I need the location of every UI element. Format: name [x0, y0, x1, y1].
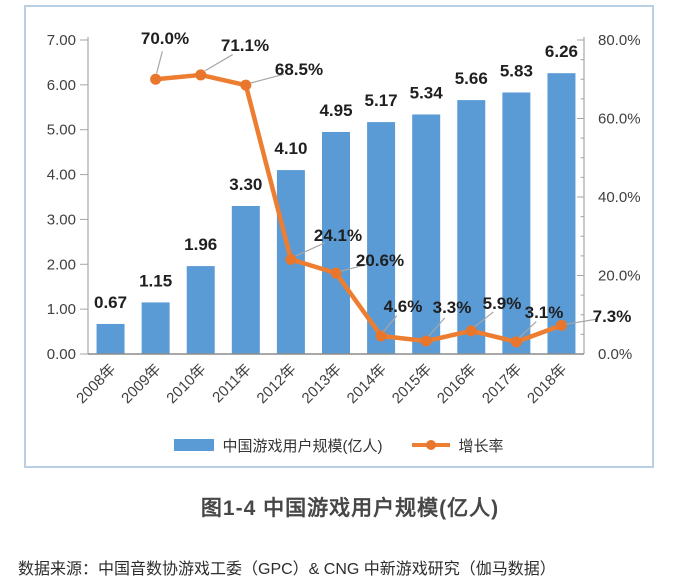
legend-item-users: 中国游戏用户规模(亿人) [174, 435, 382, 456]
svg-text:2009年: 2009年 [118, 361, 164, 407]
legend-users-label: 中国游戏用户规模(亿人) [222, 437, 383, 455]
svg-text:70.0%: 70.0% [141, 29, 189, 48]
bar-2018年 [547, 73, 576, 355]
svg-text:5.9%: 5.9% [483, 294, 522, 313]
growth-labels: 70.0% 71.1% 68.5% 24.1% 20.6% 4.6% 3.3% 5.9% 3.1… [141, 29, 631, 326]
svg-text:68.5%: 68.5% [275, 60, 323, 79]
svg-text:2011年: 2011年 [209, 361, 254, 406]
svg-text:0.00: 0.00 [47, 346, 76, 363]
svg-text:0.67: 0.67 [94, 293, 127, 312]
growth-line-points [150, 69, 567, 348]
svg-text:2017年: 2017年 [479, 361, 525, 407]
bar-2011年 [231, 205, 260, 354]
svg-text:80.0%: 80.0% [598, 32, 641, 49]
svg-text:2010年: 2010年 [163, 361, 209, 407]
svg-text:3.3%: 3.3% [433, 298, 472, 317]
svg-text:2015年: 2015年 [389, 361, 435, 407]
svg-text:60.0%: 60.0% [598, 111, 641, 128]
svg-text:1.96: 1.96 [184, 235, 217, 254]
bar-2014年 [367, 122, 396, 355]
growth-line [153, 72, 564, 345]
svg-text:2014年: 2014年 [344, 361, 390, 407]
bar-2015年 [412, 114, 441, 354]
svg-text:4.6%: 4.6% [384, 297, 423, 316]
bar-2013年 [322, 131, 350, 354]
legend-item-growth: 增长率 [412, 435, 504, 456]
svg-text:5.17: 5.17 [365, 91, 398, 110]
figure-caption: 图1-4 中国游戏用户规模(亿人) [200, 497, 500, 520]
line-series-marker-icon [412, 440, 451, 450]
svg-text:7.3%: 7.3% [593, 307, 632, 326]
bar-2016年 [457, 100, 486, 354]
svg-text:5.34: 5.34 [410, 83, 444, 102]
svg-text:24.1%: 24.1% [314, 226, 362, 245]
svg-text:3.00: 3.00 [47, 211, 76, 228]
bar-2010年 [186, 266, 215, 354]
svg-text:7.00: 7.00 [47, 32, 76, 49]
svg-text:2012年: 2012年 [254, 361, 300, 407]
svg-text:2.00: 2.00 [47, 256, 76, 273]
combo-chart: 0.00 1.00 2.00 3.00 4.00 5.00 6.00 7.00 0.0% 20.0… [47, 29, 641, 407]
bar-2008年 [96, 323, 125, 354]
bar-series [96, 73, 576, 355]
svg-text:1.00: 1.00 [47, 301, 76, 318]
legend-growth-label: 增长率 [458, 437, 504, 455]
bar-2009年 [141, 302, 170, 354]
svg-text:20.6%: 20.6% [356, 251, 404, 270]
data-source: 数据来源：中国音数协游戏工委（GPC）& CNG 中新游戏研究（伽马数据） [18, 561, 556, 578]
svg-text:5.00: 5.00 [47, 122, 76, 139]
chart-frame: 0.00 1.00 2.00 3.00 4.00 5.00 6.00 7.00 0.0% 20.0… [24, 5, 654, 468]
bar-value-labels: 0.67 1.15 1.96 3.30 4.10 4.95 5.17 5.34 5.66 5.83… [94, 42, 578, 312]
svg-text:3.1%: 3.1% [525, 303, 564, 322]
svg-text:20.0%: 20.0% [598, 268, 641, 285]
svg-text:1.15: 1.15 [139, 271, 172, 290]
svg-text:6.26: 6.26 [545, 42, 578, 61]
svg-text:0.0%: 0.0% [598, 346, 632, 363]
leader-lines [155, 51, 598, 339]
svg-text:3.30: 3.30 [229, 175, 262, 194]
chart-legend: 中国游戏用户规模(亿人) 增长率 [26, 435, 652, 455]
bar-series-swatch-icon [174, 439, 215, 451]
axis-tick-labels: 0.00 1.00 2.00 3.00 4.00 5.00 6.00 7.00 0.0% 20.0… [47, 32, 641, 363]
svg-text:5.83: 5.83 [500, 61, 533, 80]
svg-text:6.00: 6.00 [47, 77, 76, 94]
svg-text:4.10: 4.10 [274, 139, 307, 158]
svg-text:5.66: 5.66 [455, 69, 488, 88]
svg-text:2013年: 2013年 [299, 361, 345, 407]
svg-text:71.1%: 71.1% [221, 36, 269, 55]
svg-text:2018年: 2018年 [524, 361, 570, 407]
bar-2017年 [502, 92, 531, 355]
svg-text:2008年: 2008年 [73, 361, 119, 407]
svg-text:2016年: 2016年 [434, 361, 480, 407]
svg-text:40.0%: 40.0% [598, 189, 641, 206]
svg-text:4.00: 4.00 [47, 167, 76, 184]
svg-text:4.95: 4.95 [319, 101, 352, 120]
